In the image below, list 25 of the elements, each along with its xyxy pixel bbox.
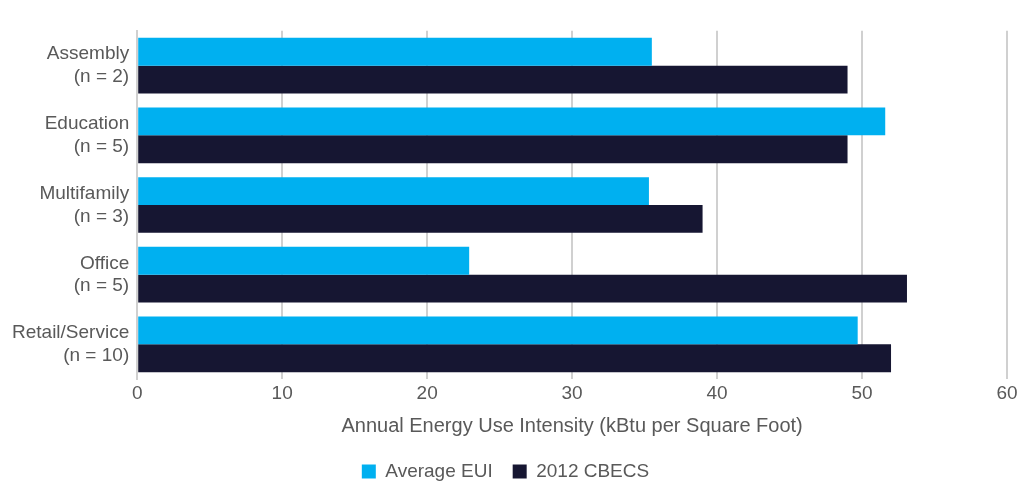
x-tick-label: 0 (131, 381, 143, 403)
bar (138, 246, 470, 275)
x-tick-label: 20 (416, 381, 438, 403)
bar (138, 177, 649, 205)
bar (138, 205, 703, 233)
y-tick-label: Assembly (n = 2) (46, 42, 130, 87)
x-tick-label: 40 (706, 381, 728, 403)
x-tick-label: 30 (561, 381, 583, 403)
x-axis-title: Annual Energy Use Intensity (kBtu per Square Foot) (341, 413, 803, 436)
legend-label: 2012 CBECS (536, 459, 650, 481)
bar (138, 135, 848, 164)
bar (138, 37, 652, 66)
x-tick-label: 10 (271, 381, 293, 403)
x-tick-label: 60 (996, 381, 1018, 403)
bar (138, 65, 848, 94)
bar (138, 316, 858, 345)
y-tick-label: Education (n = 5) (44, 112, 130, 156)
bar (138, 107, 886, 136)
x-tick-label: 50 (851, 381, 873, 403)
y-tick-label: Multifamily (n = 3) (39, 181, 130, 226)
legend-label: Average EUI (385, 459, 493, 481)
y-tick-label: Retail/Service (n = 10) (11, 321, 130, 365)
bar (138, 344, 892, 373)
bar (138, 274, 907, 303)
y-tick-label: Office (n = 5) (73, 251, 130, 296)
